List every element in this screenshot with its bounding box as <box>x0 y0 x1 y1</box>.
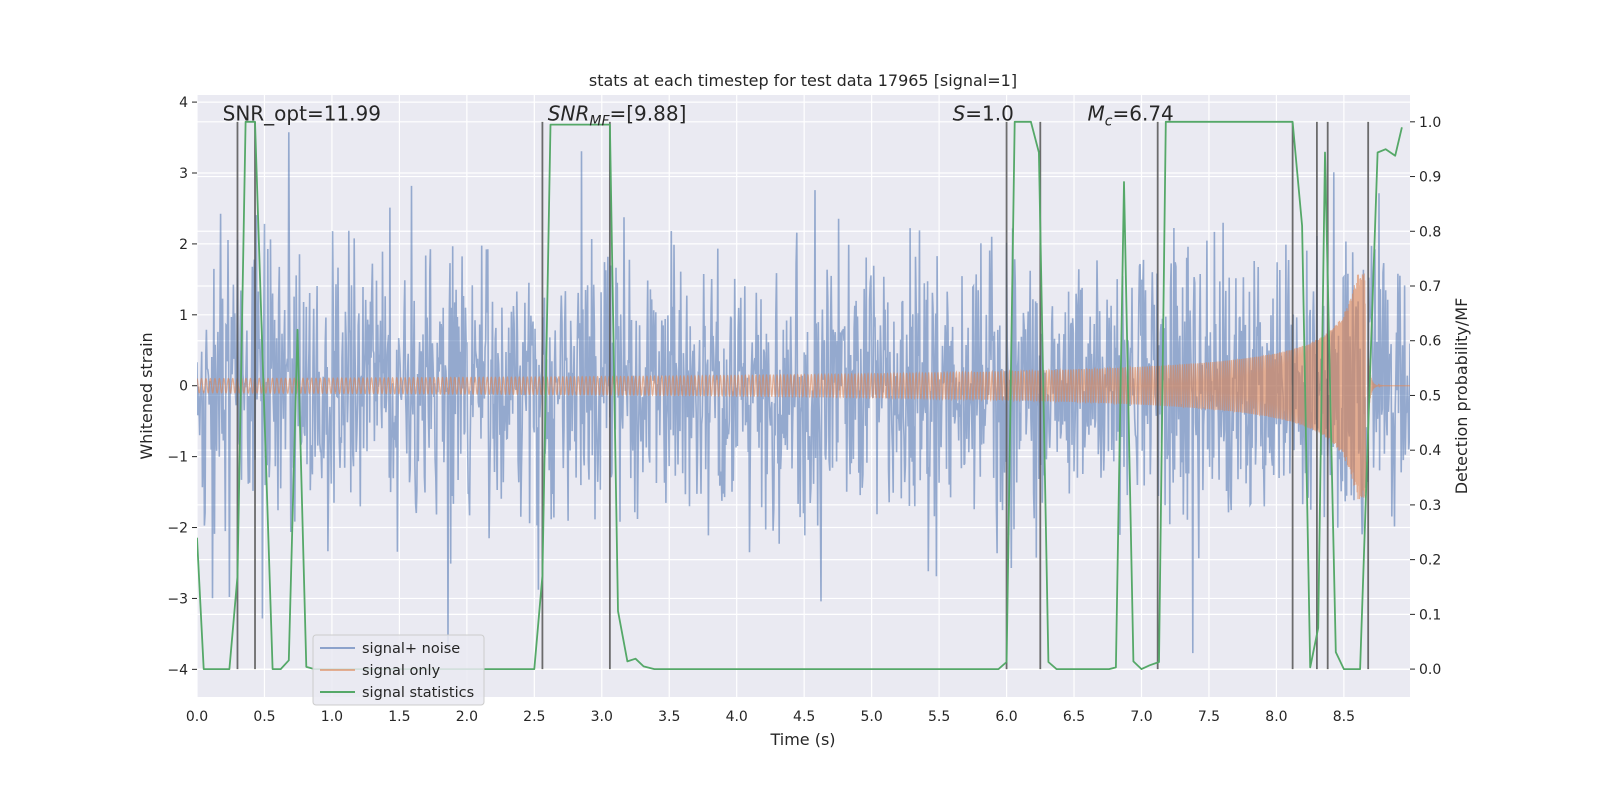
x-tick-label: 2.0 <box>456 709 478 725</box>
annotation-main: SNR <box>548 102 590 126</box>
annotation-main: S <box>953 102 966 126</box>
x-tick-label: 5.5 <box>928 709 950 725</box>
y-right-tick-label: 0.9 <box>1419 170 1441 186</box>
legend-box <box>312 634 485 706</box>
annotation-text: SNRMF=[9.88] <box>548 102 687 130</box>
x-tick-label: 0.5 <box>253 709 275 725</box>
y-axis-right-label: Detection probability/MF <box>1452 298 1471 495</box>
x-tick-label: 3.0 <box>591 709 613 725</box>
x-tick-label: 4.0 <box>726 709 748 725</box>
y-right-tick-label: 0.1 <box>1419 607 1441 623</box>
annotation-value: =[9.88] <box>610 102 687 126</box>
y-tick-label: −4 <box>167 662 188 678</box>
y-right-tick-label: 1.0 <box>1419 115 1441 131</box>
x-tick-label: 5.0 <box>861 709 883 725</box>
x-axis-label: Time (s) <box>769 730 835 749</box>
legend-label: signal only <box>362 663 441 679</box>
x-tick-label: 8.0 <box>1265 709 1287 725</box>
x-tick-label: 0.0 <box>186 709 208 725</box>
y-tick-label: −1 <box>167 450 188 466</box>
annotations: SNR_opt=11.99 SNRMF=[9.88] S=1.0 Mc=6.74 <box>223 102 1174 130</box>
y-tick-label: −2 <box>167 521 188 537</box>
annotation-text: S=1.0 <box>953 102 1014 126</box>
annotation-main: SNR_opt=11.99 <box>223 102 381 126</box>
y-right-tick-label: 0.4 <box>1419 443 1441 459</box>
y-axis-label: Whitened strain <box>137 332 156 459</box>
x-tick-label: 6.5 <box>1063 709 1085 725</box>
annotation-value: =6.74 <box>1112 102 1173 126</box>
y-right-tick-label: 0.7 <box>1419 279 1441 295</box>
series-layer <box>197 120 1410 670</box>
y-right-tick-label: 0.8 <box>1419 224 1441 240</box>
annotation-subscript: c <box>1105 114 1113 130</box>
x-tick-label: 7.5 <box>1198 709 1220 725</box>
y-right-tick-label: 0.5 <box>1419 388 1441 404</box>
signal-only-line <box>197 273 1410 500</box>
chart-title: stats at each timestep for test data 179… <box>589 71 1017 90</box>
x-tick-label: 4.5 <box>793 709 815 725</box>
x-tick-label: 7.0 <box>1130 709 1152 725</box>
plot-area <box>197 120 1410 670</box>
y-tick-label: 1 <box>179 308 188 324</box>
x-tick-label: 6.0 <box>995 709 1017 725</box>
annotation-value: =1.0 <box>965 102 1014 126</box>
annotation-text: Mc=6.74 <box>1088 102 1174 130</box>
y-right-tick-label: 0.3 <box>1419 498 1441 514</box>
x-tick-label: 1.0 <box>321 709 343 725</box>
y-tick-label: 2 <box>179 237 188 253</box>
legend-label: signal statistics <box>362 685 474 701</box>
annotation-main: M <box>1088 102 1105 126</box>
legend-label: signal+ noise <box>362 641 460 657</box>
x-tick-label: 8.5 <box>1333 709 1355 725</box>
y-tick-label: 4 <box>179 95 188 111</box>
annotation-text: SNR_opt=11.99 <box>223 102 381 126</box>
x-tick-label: 2.5 <box>523 709 545 725</box>
x-tick-label: 3.5 <box>658 709 680 725</box>
signal-statistics-line <box>197 120 1403 670</box>
y-tick-label: 0 <box>179 379 188 395</box>
y-right-tick-label: 0.0 <box>1419 662 1441 678</box>
axis-ticks: 0.0 0.5 1.0 1.5 2.0 2.5 3.0 3.5 4.0 4.5 5.0 5.5 6.0 6… <box>167 95 1441 725</box>
y-right-tick-label: 0.6 <box>1419 334 1441 350</box>
y-tick-label: 3 <box>179 166 188 182</box>
legend: signal+ noise signal only signal statistic… <box>312 634 485 706</box>
signal-plus-noise-line <box>197 132 1410 654</box>
annotation-subscript: MF <box>589 114 610 130</box>
x-tick-label: 1.5 <box>388 709 410 725</box>
y-right-tick-label: 0.2 <box>1419 553 1441 569</box>
y-tick-label: −3 <box>167 591 188 607</box>
